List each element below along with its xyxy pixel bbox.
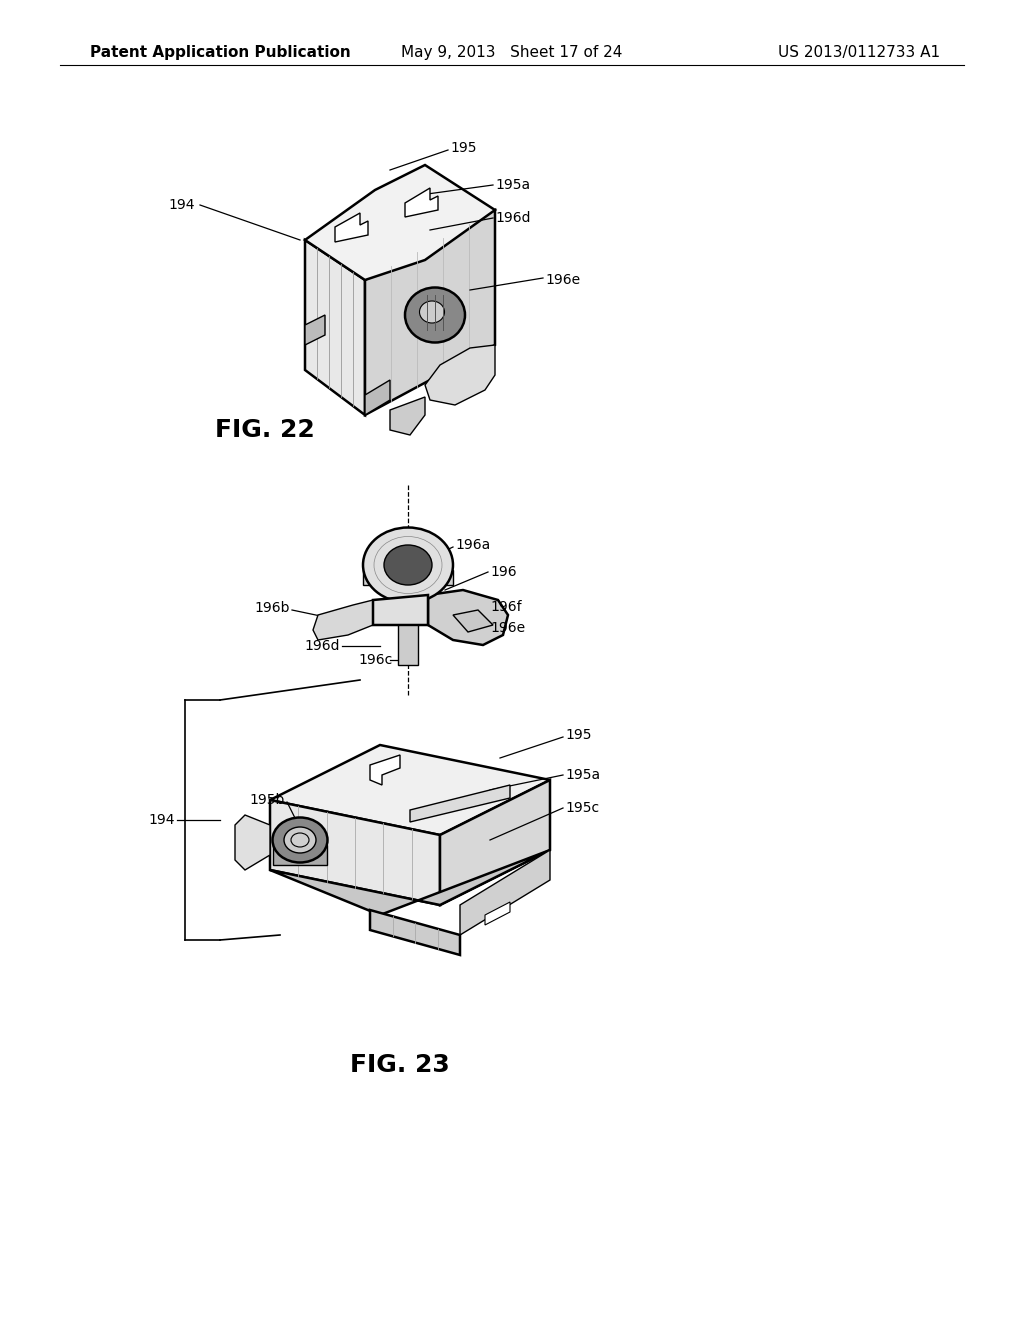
Text: 196: 196 xyxy=(490,565,517,579)
Text: 195a: 195a xyxy=(565,768,600,781)
Polygon shape xyxy=(362,570,453,585)
Polygon shape xyxy=(365,210,495,414)
Polygon shape xyxy=(234,814,270,870)
Polygon shape xyxy=(370,909,460,954)
Text: FIG. 23: FIG. 23 xyxy=(350,1053,450,1077)
Text: 196b: 196b xyxy=(255,601,290,615)
Ellipse shape xyxy=(362,528,453,602)
Text: 196f: 196f xyxy=(490,601,521,614)
Text: 196a: 196a xyxy=(455,539,490,552)
Polygon shape xyxy=(398,624,418,665)
Text: May 9, 2013   Sheet 17 of 24: May 9, 2013 Sheet 17 of 24 xyxy=(401,45,623,59)
Ellipse shape xyxy=(384,545,432,585)
Text: FIG. 22: FIG. 22 xyxy=(215,418,314,442)
Text: 195a: 195a xyxy=(495,178,530,191)
Text: 195b: 195b xyxy=(250,793,285,807)
Ellipse shape xyxy=(406,288,465,342)
Text: 196d: 196d xyxy=(304,639,340,653)
Polygon shape xyxy=(273,845,327,865)
Text: 196e: 196e xyxy=(490,620,525,635)
Ellipse shape xyxy=(420,301,444,323)
Text: 196d: 196d xyxy=(495,211,530,224)
Polygon shape xyxy=(485,902,510,925)
Text: 195: 195 xyxy=(565,729,592,742)
Polygon shape xyxy=(425,345,495,405)
Text: 196c: 196c xyxy=(358,653,392,667)
Text: 195: 195 xyxy=(450,141,476,154)
Polygon shape xyxy=(305,165,495,280)
Ellipse shape xyxy=(284,828,316,853)
Polygon shape xyxy=(410,785,510,822)
Polygon shape xyxy=(406,187,438,216)
Polygon shape xyxy=(313,601,373,640)
Polygon shape xyxy=(390,397,425,436)
Text: Patent Application Publication: Patent Application Publication xyxy=(90,45,351,59)
Polygon shape xyxy=(270,850,550,915)
Polygon shape xyxy=(305,315,325,345)
Polygon shape xyxy=(373,595,428,624)
Polygon shape xyxy=(365,380,390,414)
Text: US 2013/0112733 A1: US 2013/0112733 A1 xyxy=(778,45,940,59)
Polygon shape xyxy=(453,610,493,632)
Text: 194: 194 xyxy=(169,198,195,213)
Ellipse shape xyxy=(272,817,328,862)
Polygon shape xyxy=(270,744,550,836)
Ellipse shape xyxy=(291,833,309,847)
Polygon shape xyxy=(440,780,550,906)
Polygon shape xyxy=(335,213,368,242)
Polygon shape xyxy=(305,240,365,414)
Text: 195c: 195c xyxy=(565,801,599,814)
Polygon shape xyxy=(270,800,440,906)
Polygon shape xyxy=(370,755,400,785)
Text: 194: 194 xyxy=(148,813,175,828)
Text: 196e: 196e xyxy=(545,273,581,286)
Polygon shape xyxy=(428,590,508,645)
Polygon shape xyxy=(460,850,550,935)
